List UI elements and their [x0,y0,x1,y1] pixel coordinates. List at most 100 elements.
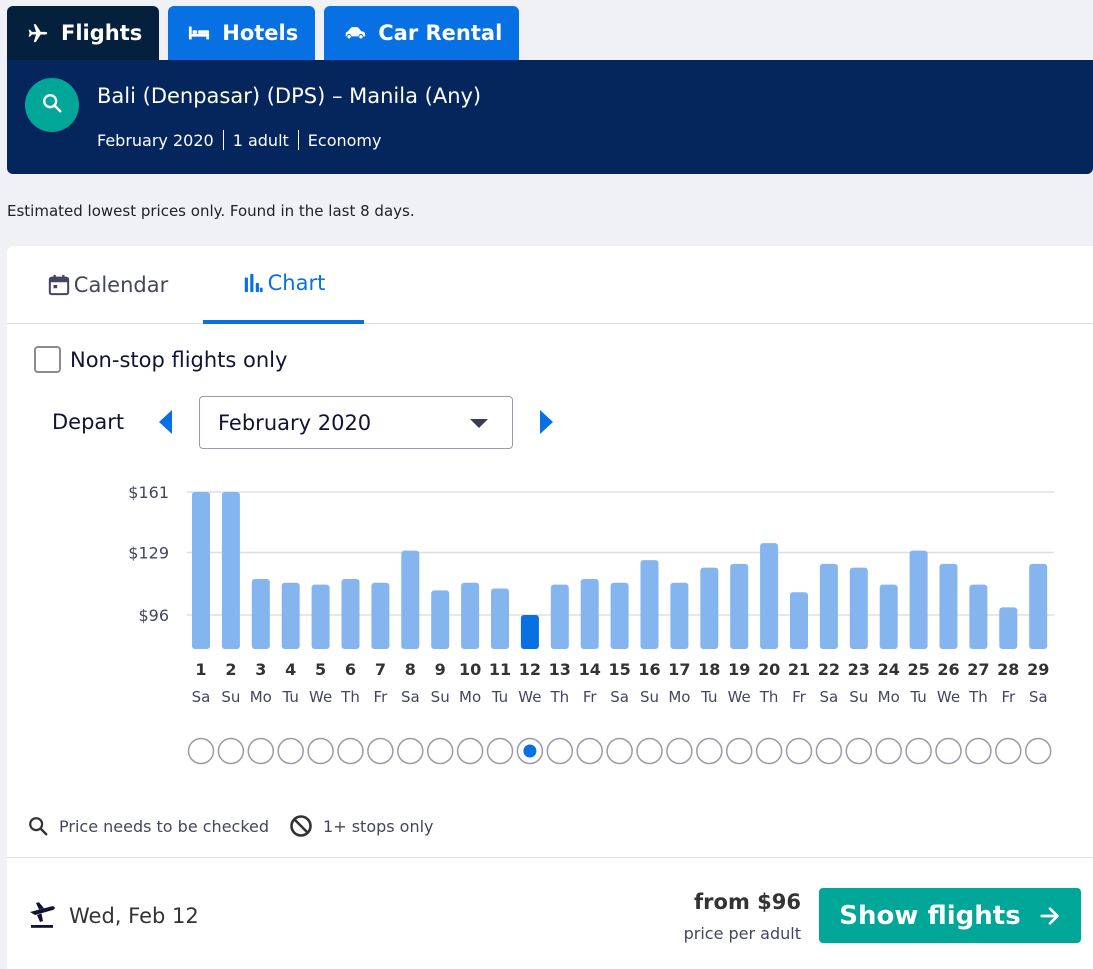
weekday-label: Tu [281,688,298,706]
prev-month-button[interactable] [157,409,175,435]
day-radio[interactable] [905,737,932,765]
price-bar[interactable] [341,579,360,649]
nonstop-label: Non-stop flights only [70,347,288,372]
day-radio[interactable] [456,737,484,765]
price-bar[interactable] [969,584,988,649]
month-select-value: February 2020 [218,410,372,435]
price-bar[interactable] [431,590,450,649]
next-month-button[interactable] [537,409,555,435]
chart-legend: Price needs to be checked 1+ stops only [27,814,454,838]
day-label: 11 [489,660,511,679]
price-bar[interactable] [939,563,958,649]
day-radio[interactable] [606,737,633,765]
price-bar[interactable] [760,543,779,649]
day-radio[interactable] [546,737,574,765]
view-tabs: Calendar Chart [7,246,1093,324]
day-label: 21 [788,660,810,679]
price-bar[interactable] [461,582,480,649]
weekday-label: Mo [878,688,900,706]
price-bar[interactable] [999,607,1018,649]
price-bar[interactable] [819,563,838,649]
plane-icon [27,22,49,44]
day-radio[interactable] [337,737,364,765]
price-bar[interactable] [491,588,509,649]
day-label: 28 [997,660,1019,679]
selected-date: Wed, Feb 12 [69,904,199,928]
tab-calendar[interactable]: Calendar [43,246,173,324]
from-price: from $96 [694,890,801,914]
day-radio[interactable] [1024,737,1052,765]
price-bar[interactable] [221,492,240,649]
day-radio[interactable] [785,737,813,765]
day-radio[interactable] [367,737,394,765]
price-bar[interactable] [550,584,569,649]
day-radio[interactable] [486,737,514,765]
day-label: 10 [459,660,481,679]
weekday-label: Sa [401,688,420,706]
day-radio[interactable] [397,737,424,765]
day-radio[interactable] [426,737,454,765]
tab-car-rental[interactable]: Car Rental [324,6,520,60]
search-month: February 2020 [97,130,214,150]
price-bar[interactable] [849,567,868,649]
search-summary: Bali (Denpasar) (DPS) – Manila (Any) Feb… [7,60,1093,174]
day-radio[interactable] [965,737,992,765]
price-bar[interactable] [251,579,270,649]
tab-car-rental-label: Car Rental [378,21,503,45]
weekday-label: Su [849,688,868,706]
weekday-label: Tu [700,688,717,706]
price-bar[interactable] [790,592,808,649]
weekday-label: Tu [491,688,508,706]
price-bar[interactable] [1029,563,1048,649]
price-bar[interactable] [311,584,330,649]
day-radio[interactable] [277,737,304,765]
price-bar[interactable] [640,560,659,649]
nonstop-filter[interactable]: Non-stop flights only [34,346,287,373]
price-bar[interactable] [730,563,749,649]
day-label: 4 [285,660,296,679]
nonstop-checkbox[interactable] [34,346,61,373]
day-radio[interactable] [995,737,1022,765]
day-radio[interactable] [935,737,962,765]
day-radio[interactable] [307,737,334,765]
day-radio[interactable] [875,737,902,765]
chevron-down-icon [470,419,488,428]
product-tabs: Flights Hotels Car Rental [7,6,520,60]
price-bar[interactable] [700,567,719,649]
tab-chart[interactable]: Chart [203,246,364,324]
price-bar[interactable] [371,582,390,649]
price-panel: Calendar Chart Non-stop flights only Dep… [7,246,1093,969]
day-radio[interactable] [815,737,843,765]
chevron-right-icon [540,410,553,434]
day-radio[interactable] [576,737,603,765]
day-radio[interactable] [845,737,873,765]
tab-hotels[interactable]: Hotels [168,6,316,60]
price-bar[interactable] [281,582,300,649]
day-radio[interactable] [636,737,663,765]
price-bar[interactable] [520,614,539,649]
search-cabin: Economy [307,130,382,150]
day-label: 6 [345,660,356,679]
tab-flights[interactable]: Flights [7,6,160,60]
price-bar[interactable] [670,582,689,649]
price-bar[interactable] [192,492,210,649]
day-label: 15 [608,660,630,679]
show-flights-button[interactable]: Show flights [819,888,1081,943]
price-bar[interactable] [401,550,420,649]
day-radio[interactable] [725,737,753,765]
edit-search-button[interactable] [25,78,79,132]
day-label: 5 [315,660,326,679]
day-radio[interactable] [755,737,783,765]
day-label: 19 [728,660,750,679]
price-bar[interactable] [909,550,928,649]
price-bar[interactable] [879,584,898,649]
day-radio[interactable] [666,737,693,765]
price-bar[interactable] [610,582,629,649]
day-radio[interactable] [696,737,723,765]
day-radio[interactable] [187,737,215,765]
day-radio[interactable] [217,737,245,765]
weekday-label: Fr [1001,688,1016,706]
month-select[interactable]: February 2020 [199,396,513,449]
price-bar[interactable] [580,579,599,649]
day-radio[interactable] [247,737,275,765]
